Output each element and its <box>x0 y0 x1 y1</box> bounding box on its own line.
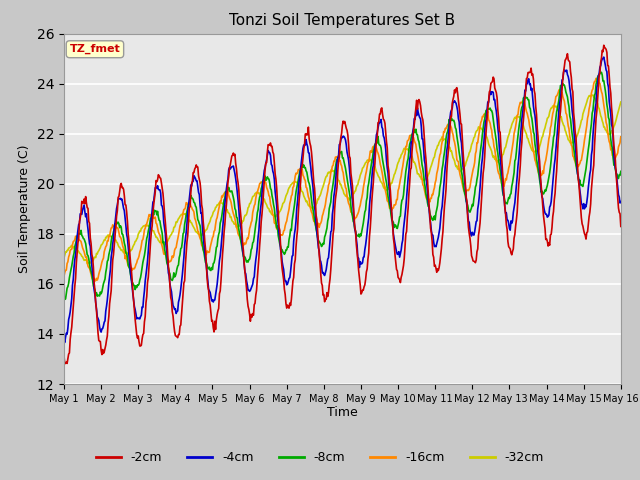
-8cm <box>566 113 573 119</box>
-32cm <box>335 178 342 183</box>
-2cm <box>566 69 574 74</box>
-16cm <box>335 156 342 161</box>
-32cm <box>83 261 91 266</box>
-4cm <box>207 293 215 299</box>
-2cm <box>600 42 607 48</box>
-8cm <box>596 70 604 75</box>
-2cm <box>335 158 342 164</box>
-4cm <box>444 142 451 148</box>
Text: TZ_fmet: TZ_fmet <box>70 44 120 54</box>
-32cm <box>389 177 397 183</box>
-32cm <box>183 213 191 219</box>
-32cm <box>207 215 215 221</box>
Line: -16cm: -16cm <box>64 78 621 281</box>
-32cm <box>589 92 597 98</box>
-4cm <box>389 222 397 228</box>
-32cm <box>566 140 574 146</box>
Y-axis label: Soil Temperature (C): Soil Temperature (C) <box>18 144 31 273</box>
-2cm <box>60 353 68 359</box>
-4cm <box>600 54 607 60</box>
-8cm <box>182 213 190 218</box>
-2cm <box>389 222 397 228</box>
-2cm <box>444 156 451 162</box>
-4cm <box>617 199 625 204</box>
Title: Tonzi Soil Temperatures Set B: Tonzi Soil Temperatures Set B <box>229 13 456 28</box>
-8cm <box>388 217 396 223</box>
Line: -4cm: -4cm <box>64 57 621 342</box>
-8cm <box>617 168 625 174</box>
-16cm <box>566 137 574 143</box>
-8cm <box>206 267 214 273</box>
Line: -8cm: -8cm <box>64 72 621 301</box>
-32cm <box>444 141 451 147</box>
-4cm <box>335 153 342 159</box>
-2cm <box>61 361 68 367</box>
-8cm <box>60 298 68 304</box>
-16cm <box>60 273 68 279</box>
-4cm <box>183 221 191 227</box>
-4cm <box>60 337 68 343</box>
-4cm <box>61 339 68 345</box>
-16cm <box>617 134 625 140</box>
-16cm <box>444 122 451 128</box>
-8cm <box>334 156 342 161</box>
-16cm <box>592 75 600 81</box>
-32cm <box>60 255 68 261</box>
-16cm <box>183 200 191 206</box>
-2cm <box>207 311 215 316</box>
Line: -32cm: -32cm <box>64 95 621 264</box>
Legend: -2cm, -4cm, -8cm, -16cm, -32cm: -2cm, -4cm, -8cm, -16cm, -32cm <box>91 446 549 469</box>
-32cm <box>617 99 625 105</box>
-8cm <box>443 131 451 136</box>
-4cm <box>566 90 574 96</box>
-2cm <box>617 224 625 229</box>
-16cm <box>91 278 99 284</box>
X-axis label: Time: Time <box>327 407 358 420</box>
Line: -2cm: -2cm <box>64 45 621 364</box>
-2cm <box>183 239 191 245</box>
-16cm <box>207 241 215 247</box>
-16cm <box>389 205 397 211</box>
